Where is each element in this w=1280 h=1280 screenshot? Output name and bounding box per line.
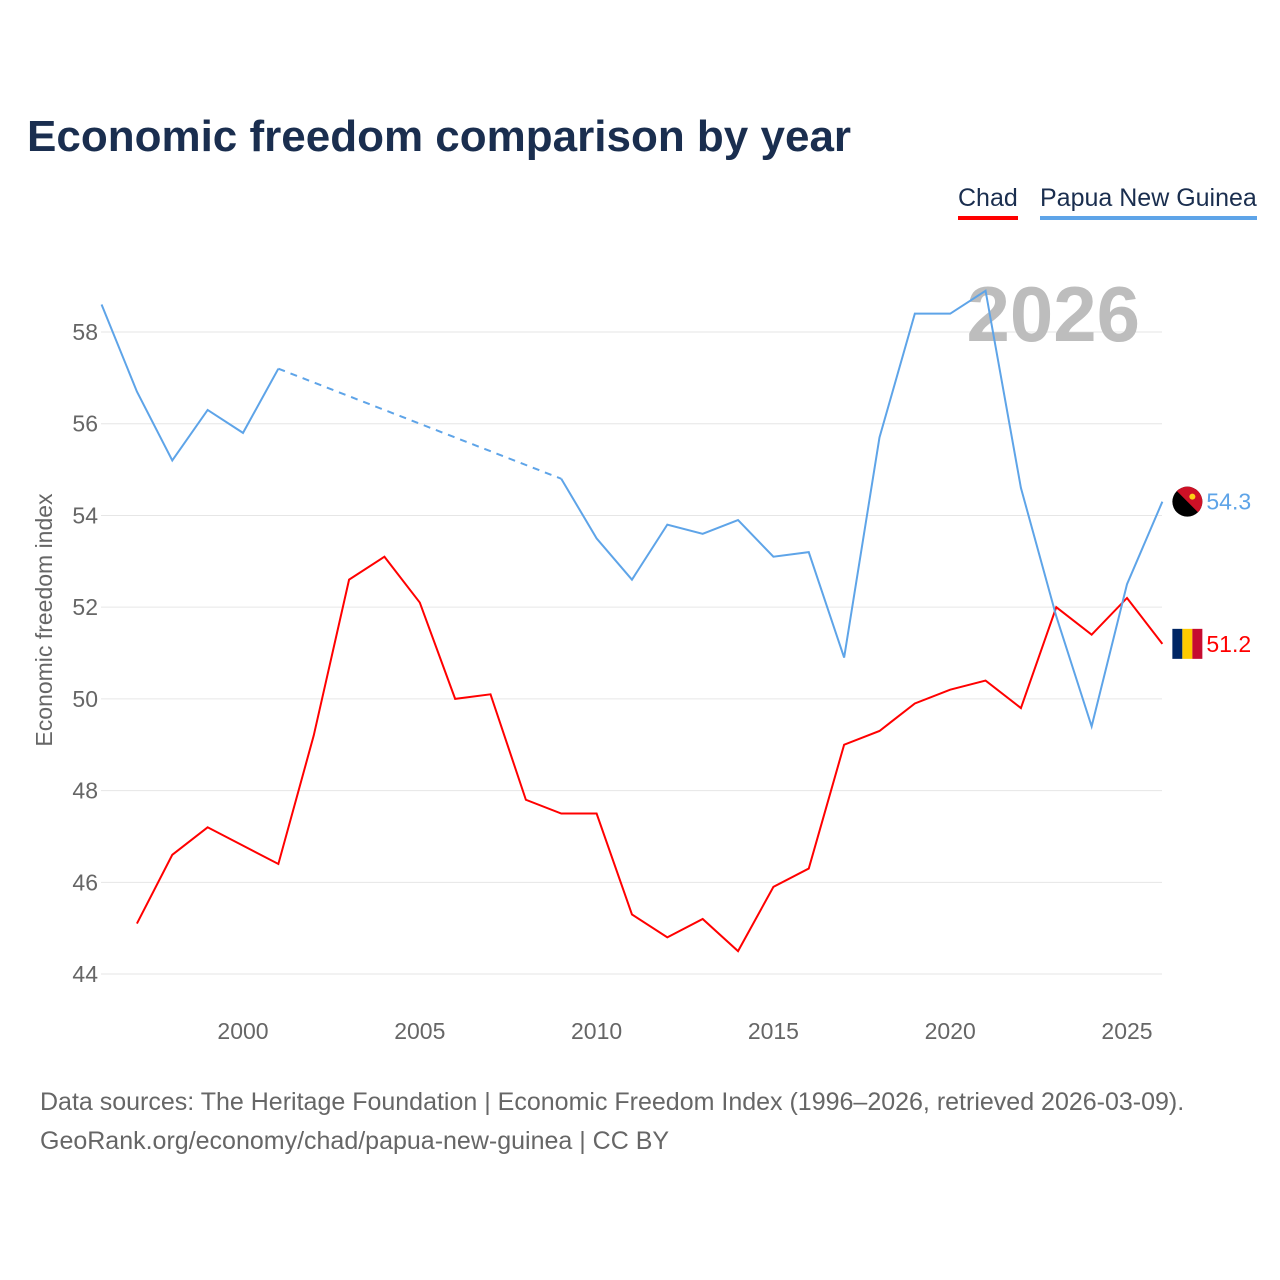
flag-chad-icon [1172, 628, 1183, 659]
data-point [523, 797, 529, 803]
y-tick-label: 58 [72, 319, 98, 345]
data-point [594, 535, 600, 541]
data-point [452, 696, 458, 702]
data-point [1053, 613, 1059, 619]
x-tick-label: 2015 [748, 1018, 799, 1044]
data-point [1159, 641, 1165, 647]
data-point [1089, 723, 1095, 729]
gap-dashed-line [277, 367, 562, 480]
data-point [134, 921, 140, 927]
data-point [240, 843, 246, 849]
data-point [947, 311, 953, 317]
data-point [558, 811, 564, 817]
data-point [346, 577, 352, 583]
data-point [99, 301, 105, 307]
data-point [983, 678, 989, 684]
series-line-papua-new-guinea [100, 304, 280, 463]
data-point [169, 852, 175, 858]
data-point [1018, 485, 1024, 491]
data-point [1089, 632, 1095, 638]
data-point [205, 824, 211, 830]
data-point [275, 366, 281, 372]
data-point [311, 733, 317, 739]
legend-papua-new-guinea[interactable]: Papua New Guinea [1040, 184, 1257, 220]
series-line-papua-new-guinea [560, 289, 1164, 731]
y-axis-label: Economic freedom index [31, 493, 57, 747]
chart-title: Economic freedom comparison by year [27, 112, 852, 161]
data-point [735, 517, 741, 523]
flag-bird-icon [1189, 493, 1196, 500]
data-point [806, 549, 812, 555]
data-point [558, 476, 564, 482]
data-point [770, 554, 776, 560]
data-point [876, 434, 882, 440]
data-point [488, 691, 494, 697]
end-value-label: 51.2 [1206, 631, 1251, 657]
data-point [947, 687, 953, 693]
data-point [700, 531, 706, 537]
data-point [169, 457, 175, 463]
x-tick-label: 2025 [1101, 1018, 1152, 1044]
data-point [629, 911, 635, 917]
data-point [664, 934, 670, 940]
data-point [629, 577, 635, 583]
data-point [700, 916, 706, 922]
y-tick-label: 54 [72, 502, 98, 528]
y-tick-label: 50 [72, 686, 98, 712]
y-tick-label: 46 [72, 869, 98, 895]
x-tick-label: 2000 [217, 1018, 268, 1044]
data-point [912, 311, 918, 317]
data-point [1018, 705, 1024, 711]
y-tick-label: 48 [72, 778, 98, 804]
y-tick-label: 56 [72, 411, 98, 437]
year-watermark: 2026 [966, 270, 1140, 358]
x-tick-label: 2020 [925, 1018, 976, 1044]
y-tick-label: 52 [72, 594, 98, 620]
end-value-label: 54.3 [1206, 489, 1251, 515]
data-point [841, 742, 847, 748]
data-point [1159, 499, 1165, 505]
source-line-1: Data sources: The Heritage Foundation | … [40, 1088, 1185, 1116]
data-point [770, 884, 776, 890]
data-point [417, 600, 423, 606]
data-point [806, 866, 812, 872]
data-point [1124, 581, 1130, 587]
x-tick-label: 2005 [394, 1018, 445, 1044]
series-line-chad [136, 555, 1164, 953]
data-point [381, 554, 387, 560]
data-point [134, 389, 140, 395]
data-point [983, 288, 989, 294]
data-point [594, 811, 600, 817]
flag-chad-icon [1182, 628, 1193, 659]
source-line-2[interactable]: GeoRank.org/economy/chad/papua-new-guine… [40, 1127, 670, 1155]
data-point [205, 407, 211, 413]
data-point [240, 430, 246, 436]
legend-chad[interactable]: Chad [958, 184, 1018, 220]
flag-papua-new-guinea-icon [1176, 486, 1203, 513]
data-point [735, 948, 741, 954]
data-point [841, 655, 847, 661]
data-point [275, 861, 281, 867]
data-point [664, 522, 670, 528]
y-tick-label: 44 [72, 961, 98, 987]
x-tick-label: 2010 [571, 1018, 622, 1044]
flag-chad-icon [1192, 628, 1203, 659]
data-point [912, 700, 918, 706]
data-point [876, 728, 882, 734]
